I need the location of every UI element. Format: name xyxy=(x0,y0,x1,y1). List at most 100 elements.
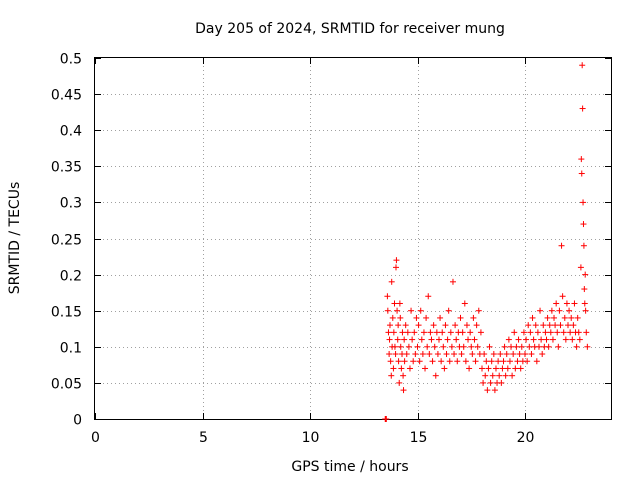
data-point xyxy=(568,314,575,321)
data-point xyxy=(535,343,542,350)
y-tick-label: 0.45 xyxy=(51,88,82,104)
data-point xyxy=(513,343,520,350)
data-point xyxy=(454,358,461,365)
data-point xyxy=(453,336,460,343)
data-point xyxy=(419,351,426,358)
y-axis-label: SRMTID / TECUs xyxy=(7,182,23,295)
data-point xyxy=(443,351,450,358)
x-tick-label: 5 xyxy=(199,430,208,446)
data-point xyxy=(563,300,570,307)
data-point xyxy=(583,329,590,336)
data-point xyxy=(446,358,453,365)
data-point xyxy=(448,343,455,350)
data-point xyxy=(395,322,402,329)
data-point xyxy=(391,300,398,307)
data-point xyxy=(420,329,427,336)
data-point xyxy=(430,322,437,329)
data-point xyxy=(388,372,395,379)
x-tick-labels: 0 5 10 15 20 xyxy=(91,430,534,446)
data-point xyxy=(396,300,403,307)
data-point xyxy=(548,307,555,314)
data-point xyxy=(485,365,492,372)
y-tick-label: 0.4 xyxy=(60,124,82,140)
grid xyxy=(95,58,611,419)
data-point xyxy=(484,387,491,394)
y-tick-label: 0.15 xyxy=(51,305,82,321)
data-point xyxy=(397,314,404,321)
data-point xyxy=(554,329,561,336)
data-point xyxy=(423,314,430,321)
data-point xyxy=(436,336,442,343)
data-point xyxy=(462,358,469,365)
data-point xyxy=(428,336,435,343)
data-point xyxy=(384,293,391,300)
data-point xyxy=(511,329,518,336)
x-tick-label: 15 xyxy=(410,430,428,446)
data-point xyxy=(415,322,422,329)
data-point xyxy=(426,351,433,358)
data-point xyxy=(467,329,474,336)
data-point xyxy=(510,351,517,358)
data-point xyxy=(529,314,536,321)
data-point xyxy=(482,372,489,379)
data-point xyxy=(547,329,554,336)
data-point xyxy=(584,343,591,350)
data-point xyxy=(457,314,464,321)
data-point xyxy=(487,379,494,386)
data-point xyxy=(431,343,438,350)
data-point xyxy=(486,343,493,350)
data-point xyxy=(532,322,539,329)
data-point xyxy=(574,314,581,321)
data-point xyxy=(386,351,393,358)
data-point xyxy=(480,379,487,386)
data-point xyxy=(578,170,585,177)
data-point xyxy=(444,336,451,343)
y-tick-label: 0 xyxy=(73,413,82,429)
data-point xyxy=(460,343,467,350)
data-point xyxy=(479,365,485,372)
data-point xyxy=(384,307,391,314)
data-point xyxy=(390,329,397,336)
data-point xyxy=(392,351,399,358)
data-point xyxy=(499,365,506,372)
data-point xyxy=(417,307,424,314)
data-point xyxy=(414,343,421,350)
data-point xyxy=(471,336,478,343)
data-point xyxy=(452,322,459,329)
plot-frame xyxy=(94,57,612,420)
data-point xyxy=(497,351,504,358)
data-point xyxy=(488,358,495,365)
data-point xyxy=(465,336,472,343)
data-point xyxy=(514,358,521,365)
data-point xyxy=(578,156,585,163)
data-point xyxy=(475,307,482,314)
data-point xyxy=(530,336,537,343)
data-point xyxy=(559,293,566,300)
y-tick-labels: 0 0.05 0.1 0.15 0.2 0.25 0.3 0.35 0.4 0.45 0.5 xyxy=(51,52,82,429)
data-point xyxy=(383,416,390,422)
data-point xyxy=(551,314,558,321)
data-point xyxy=(411,329,418,336)
data-point xyxy=(552,322,559,329)
data-point xyxy=(508,343,515,350)
data-point xyxy=(580,221,587,228)
data-point xyxy=(557,322,564,329)
data-point xyxy=(387,358,394,365)
data-point xyxy=(391,343,398,350)
data-point xyxy=(438,358,445,365)
data-point xyxy=(424,343,431,350)
data-point xyxy=(569,336,576,343)
x-tick-label: 0 xyxy=(91,430,100,446)
data-point xyxy=(506,358,513,365)
data-point xyxy=(403,351,410,358)
data-point xyxy=(539,351,546,358)
data-point xyxy=(527,329,534,336)
data-point xyxy=(469,351,476,358)
data-point xyxy=(473,322,480,329)
data-point xyxy=(468,343,475,350)
data-point xyxy=(556,307,563,314)
data-point xyxy=(466,365,473,372)
data-point xyxy=(427,329,434,336)
data-point xyxy=(441,365,448,372)
